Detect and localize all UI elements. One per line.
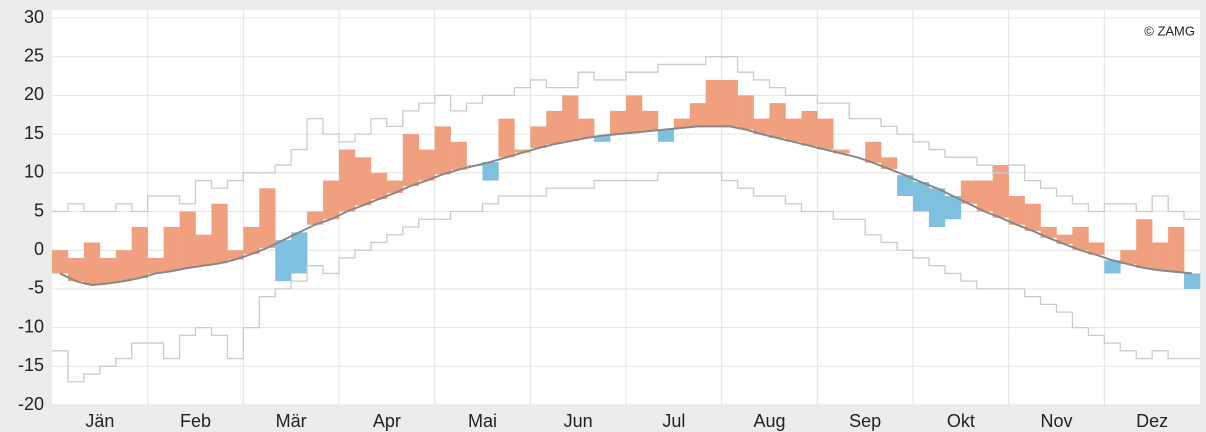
anomaly-bar — [1056, 234, 1073, 245]
anomaly-bar — [897, 175, 914, 197]
x-tick-label: Dez — [1136, 411, 1168, 431]
y-tick-label: 0 — [34, 239, 44, 259]
x-tick-label: Feb — [180, 411, 211, 431]
anomaly-bar — [928, 188, 946, 227]
anomaly-bar — [705, 79, 722, 127]
y-tick-label: -10 — [18, 316, 44, 336]
anomaly-bar — [1184, 273, 1201, 289]
anomaly-bar — [243, 226, 260, 255]
anomaly-bar — [578, 118, 595, 138]
y-tick-label: 20 — [24, 84, 44, 104]
anomaly-bar — [657, 129, 675, 142]
credit: © ZAMG — [1144, 23, 1195, 38]
anomaly-bar — [195, 234, 212, 266]
y-tick-label: -5 — [28, 278, 44, 298]
anomaly-bar — [115, 250, 133, 282]
y-tick-label: 10 — [24, 162, 44, 182]
x-tick-label: Sep — [849, 411, 881, 431]
y-tick-label: -15 — [18, 355, 44, 375]
anomaly-bar — [960, 180, 978, 204]
anomaly-bar — [291, 232, 308, 274]
x-tick-label: Jun — [564, 411, 593, 431]
x-tick-label: Jän — [85, 411, 114, 431]
anomaly-bar — [339, 149, 356, 212]
anomaly-bar — [881, 157, 898, 169]
anomaly-bar — [1008, 196, 1025, 225]
anomaly-bar — [1024, 203, 1041, 231]
anomaly-bar — [546, 110, 563, 145]
anomaly-bar — [641, 110, 659, 132]
anomaly-bar — [498, 118, 515, 158]
anomaly-bar — [275, 240, 292, 282]
y-tick-label: 5 — [34, 200, 44, 220]
anomaly-bar — [131, 226, 148, 279]
anomaly-bar — [785, 118, 802, 142]
anomaly-bar — [450, 141, 467, 170]
anomaly-bar — [737, 95, 754, 130]
anomaly-bar — [1152, 242, 1169, 271]
x-tick-label: Apr — [373, 411, 401, 431]
anomaly-bar — [179, 211, 196, 269]
anomaly-bar — [99, 257, 117, 284]
anomaly-bar — [227, 250, 244, 260]
anomaly-bar — [163, 226, 180, 272]
anomaly-bar — [673, 118, 691, 128]
anomaly-bar — [1136, 219, 1153, 269]
anomaly-bar — [370, 172, 388, 200]
anomaly-bar — [52, 250, 69, 274]
anomaly-bar — [307, 211, 324, 225]
mean-line — [59, 125, 1193, 287]
x-tick-label: Okt — [947, 411, 975, 431]
anomaly-bar — [1088, 242, 1105, 255]
x-tick-label: Nov — [1040, 411, 1072, 431]
x-tick-label: Mär — [276, 411, 307, 431]
y-tick-label: -20 — [18, 394, 44, 414]
anomaly-bar — [833, 149, 850, 154]
anomaly-bar — [482, 161, 499, 181]
anomaly-bar — [753, 118, 770, 135]
anomaly-bar — [418, 149, 435, 181]
anomaly-bar — [354, 157, 372, 206]
anomaly-bar — [434, 126, 451, 175]
anomaly-bar — [386, 180, 404, 193]
anomaly-bar — [514, 149, 531, 153]
y-tick-label: 25 — [24, 45, 44, 65]
x-tick-label: Mai — [468, 411, 497, 431]
anomaly-bar — [721, 79, 738, 127]
anomaly-bar — [594, 135, 611, 142]
anomaly-bar — [147, 257, 164, 274]
anomaly-bar — [211, 203, 228, 264]
anomaly-bar — [1120, 250, 1137, 265]
anomaly-bar — [626, 95, 643, 133]
anomaly-bar — [259, 188, 276, 248]
max-line — [52, 56, 1200, 220]
x-tick-label: Aug — [753, 411, 785, 431]
anomaly-bar — [530, 126, 547, 149]
anomaly-bar — [801, 110, 818, 146]
min-line — [52, 172, 1200, 383]
anomaly-bar — [769, 103, 786, 138]
anomaly-bar — [992, 165, 1009, 218]
anomaly-bar — [1168, 226, 1185, 272]
y-tick-label: 15 — [24, 123, 44, 143]
anomaly-bar — [83, 242, 101, 286]
anomaly-bar — [402, 134, 420, 186]
anomaly-bar — [1072, 226, 1089, 251]
anomaly-bar — [610, 110, 627, 135]
anomaly-bar — [976, 180, 994, 212]
anomaly-bar — [1040, 226, 1057, 238]
anomaly-bar — [689, 103, 707, 127]
anomaly-bar — [865, 141, 882, 163]
anomaly-bar — [817, 118, 834, 150]
anomaly-bar — [1104, 260, 1121, 274]
anomaly-bar — [562, 95, 579, 142]
anomaly-bar — [913, 182, 930, 212]
anomaly-bar — [944, 196, 962, 220]
anomaly-bar — [323, 180, 340, 220]
y-tick-label: 30 — [24, 7, 44, 27]
anomaly-bar — [67, 257, 85, 282]
x-tick-label: Jul — [662, 411, 685, 431]
